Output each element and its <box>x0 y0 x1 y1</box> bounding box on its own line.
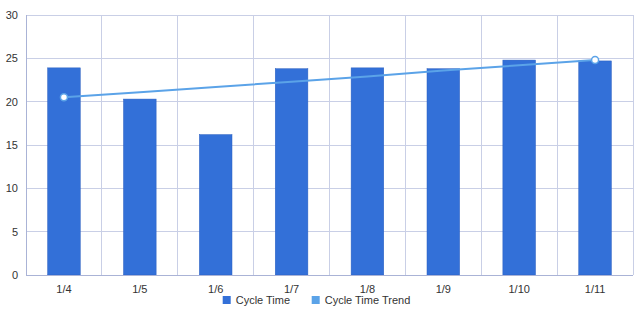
x-tick-label: 1/5 <box>132 283 147 295</box>
bar <box>579 61 612 275</box>
x-tick-label: 1/4 <box>56 283 71 295</box>
grid-line-vertical <box>253 15 254 275</box>
bar <box>275 69 308 275</box>
grid-line-vertical <box>557 15 558 275</box>
grid-line-vertical <box>405 15 406 275</box>
y-tick-label: 30 <box>6 9 18 21</box>
plot-area <box>48 57 612 275</box>
bar <box>123 99 156 275</box>
x-axis-line <box>26 275 633 276</box>
grid-line-vertical <box>177 15 178 275</box>
line-marker <box>592 57 599 64</box>
y-tick-label: 25 <box>6 52 18 64</box>
trend-line <box>64 60 595 97</box>
chart: 0510152025301/41/51/61/71/81/91/101/11Cy… <box>0 0 644 327</box>
grid-line <box>26 275 633 276</box>
y-tick-label: 5 <box>12 226 18 238</box>
line-marker <box>60 94 67 101</box>
legend-label: Cycle Time <box>236 294 290 306</box>
y-tick-label: 15 <box>6 139 18 151</box>
x-tick-label: 1/10 <box>508 283 529 295</box>
y-tick-label: 20 <box>6 96 18 108</box>
bar <box>199 135 232 275</box>
legend-label: Cycle Time Trend <box>325 294 411 306</box>
bar <box>351 68 384 275</box>
x-tick-label: 1/6 <box>208 283 223 295</box>
x-tick-label: 1/9 <box>436 283 451 295</box>
legend-swatch <box>312 296 320 304</box>
grid-line-vertical <box>101 15 102 275</box>
chart-container: 0510152025301/41/51/61/71/81/91/101/11Cy… <box>0 0 644 327</box>
x-tick-label: 1/11 <box>585 283 606 295</box>
y-tick-label: 10 <box>6 182 18 194</box>
y-tick-label: 0 <box>12 269 18 281</box>
grid-line-vertical <box>26 15 27 275</box>
legend-swatch <box>223 296 231 304</box>
y-axis-line <box>26 15 27 275</box>
page: {"chart_data": {"type": "bar", "categori… <box>0 0 644 327</box>
grid-line-vertical <box>633 15 634 275</box>
grid-line-vertical <box>329 15 330 275</box>
grid-line-vertical <box>481 15 482 275</box>
legend: Cycle Time Cycle Time Trend <box>223 294 411 306</box>
bar <box>503 60 536 275</box>
bar <box>427 69 460 275</box>
bar <box>48 68 81 275</box>
